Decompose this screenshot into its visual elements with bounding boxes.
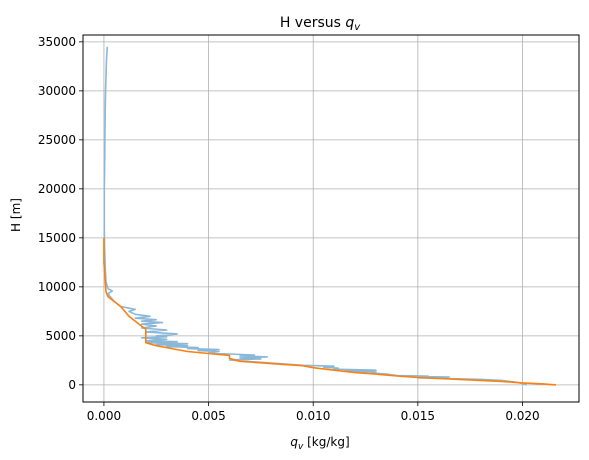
y-axis: 0 5000 10000 15000 20000 25000 30000 35000 (38, 35, 83, 392)
y-tick-label: 30000 (38, 84, 76, 98)
x-axis: 0.000 0.005 0.010 0.015 0.020 (87, 402, 540, 423)
y-tick-label: 35000 (38, 35, 76, 49)
x-axis-label-variable: q (290, 435, 298, 449)
plot-frame (82, 34, 580, 403)
chart-title: H versus qv (280, 15, 361, 33)
chart-title-subscript: v (354, 22, 361, 33)
series-line-2 (103, 237, 557, 386)
y-tick-label: 15000 (38, 231, 76, 245)
x-tick-label: 0.015 (401, 409, 435, 423)
x-tick-label: 0.005 (191, 409, 225, 423)
plot-area: 0.000 0.005 0.010 0.015 0.020 0 5000 10000 1500… (38, 34, 580, 423)
x-axis-label: qv [kg/kg] (290, 435, 349, 452)
y-tick-label: 25000 (38, 133, 76, 147)
chart-title-variable: q (345, 15, 354, 31)
grid-lines (83, 35, 579, 402)
x-tick-label: 0.020 (505, 409, 539, 423)
y-tick-label: 0 (68, 378, 76, 392)
x-tick-label: 0.000 (87, 409, 121, 423)
series-line-1 (103, 46, 527, 386)
series-group (103, 46, 557, 386)
y-tick-label: 5000 (45, 329, 76, 343)
y-tick-label: 10000 (38, 280, 76, 294)
y-tick-label: 20000 (38, 182, 76, 196)
x-tick-label: 0.010 (296, 409, 330, 423)
x-axis-label-subscript: v (298, 442, 304, 452)
chart-title-text: H versus (280, 15, 346, 31)
x-axis-label-units: [kg/kg] (303, 435, 349, 449)
y-axis-label: H [m] (9, 198, 23, 232)
